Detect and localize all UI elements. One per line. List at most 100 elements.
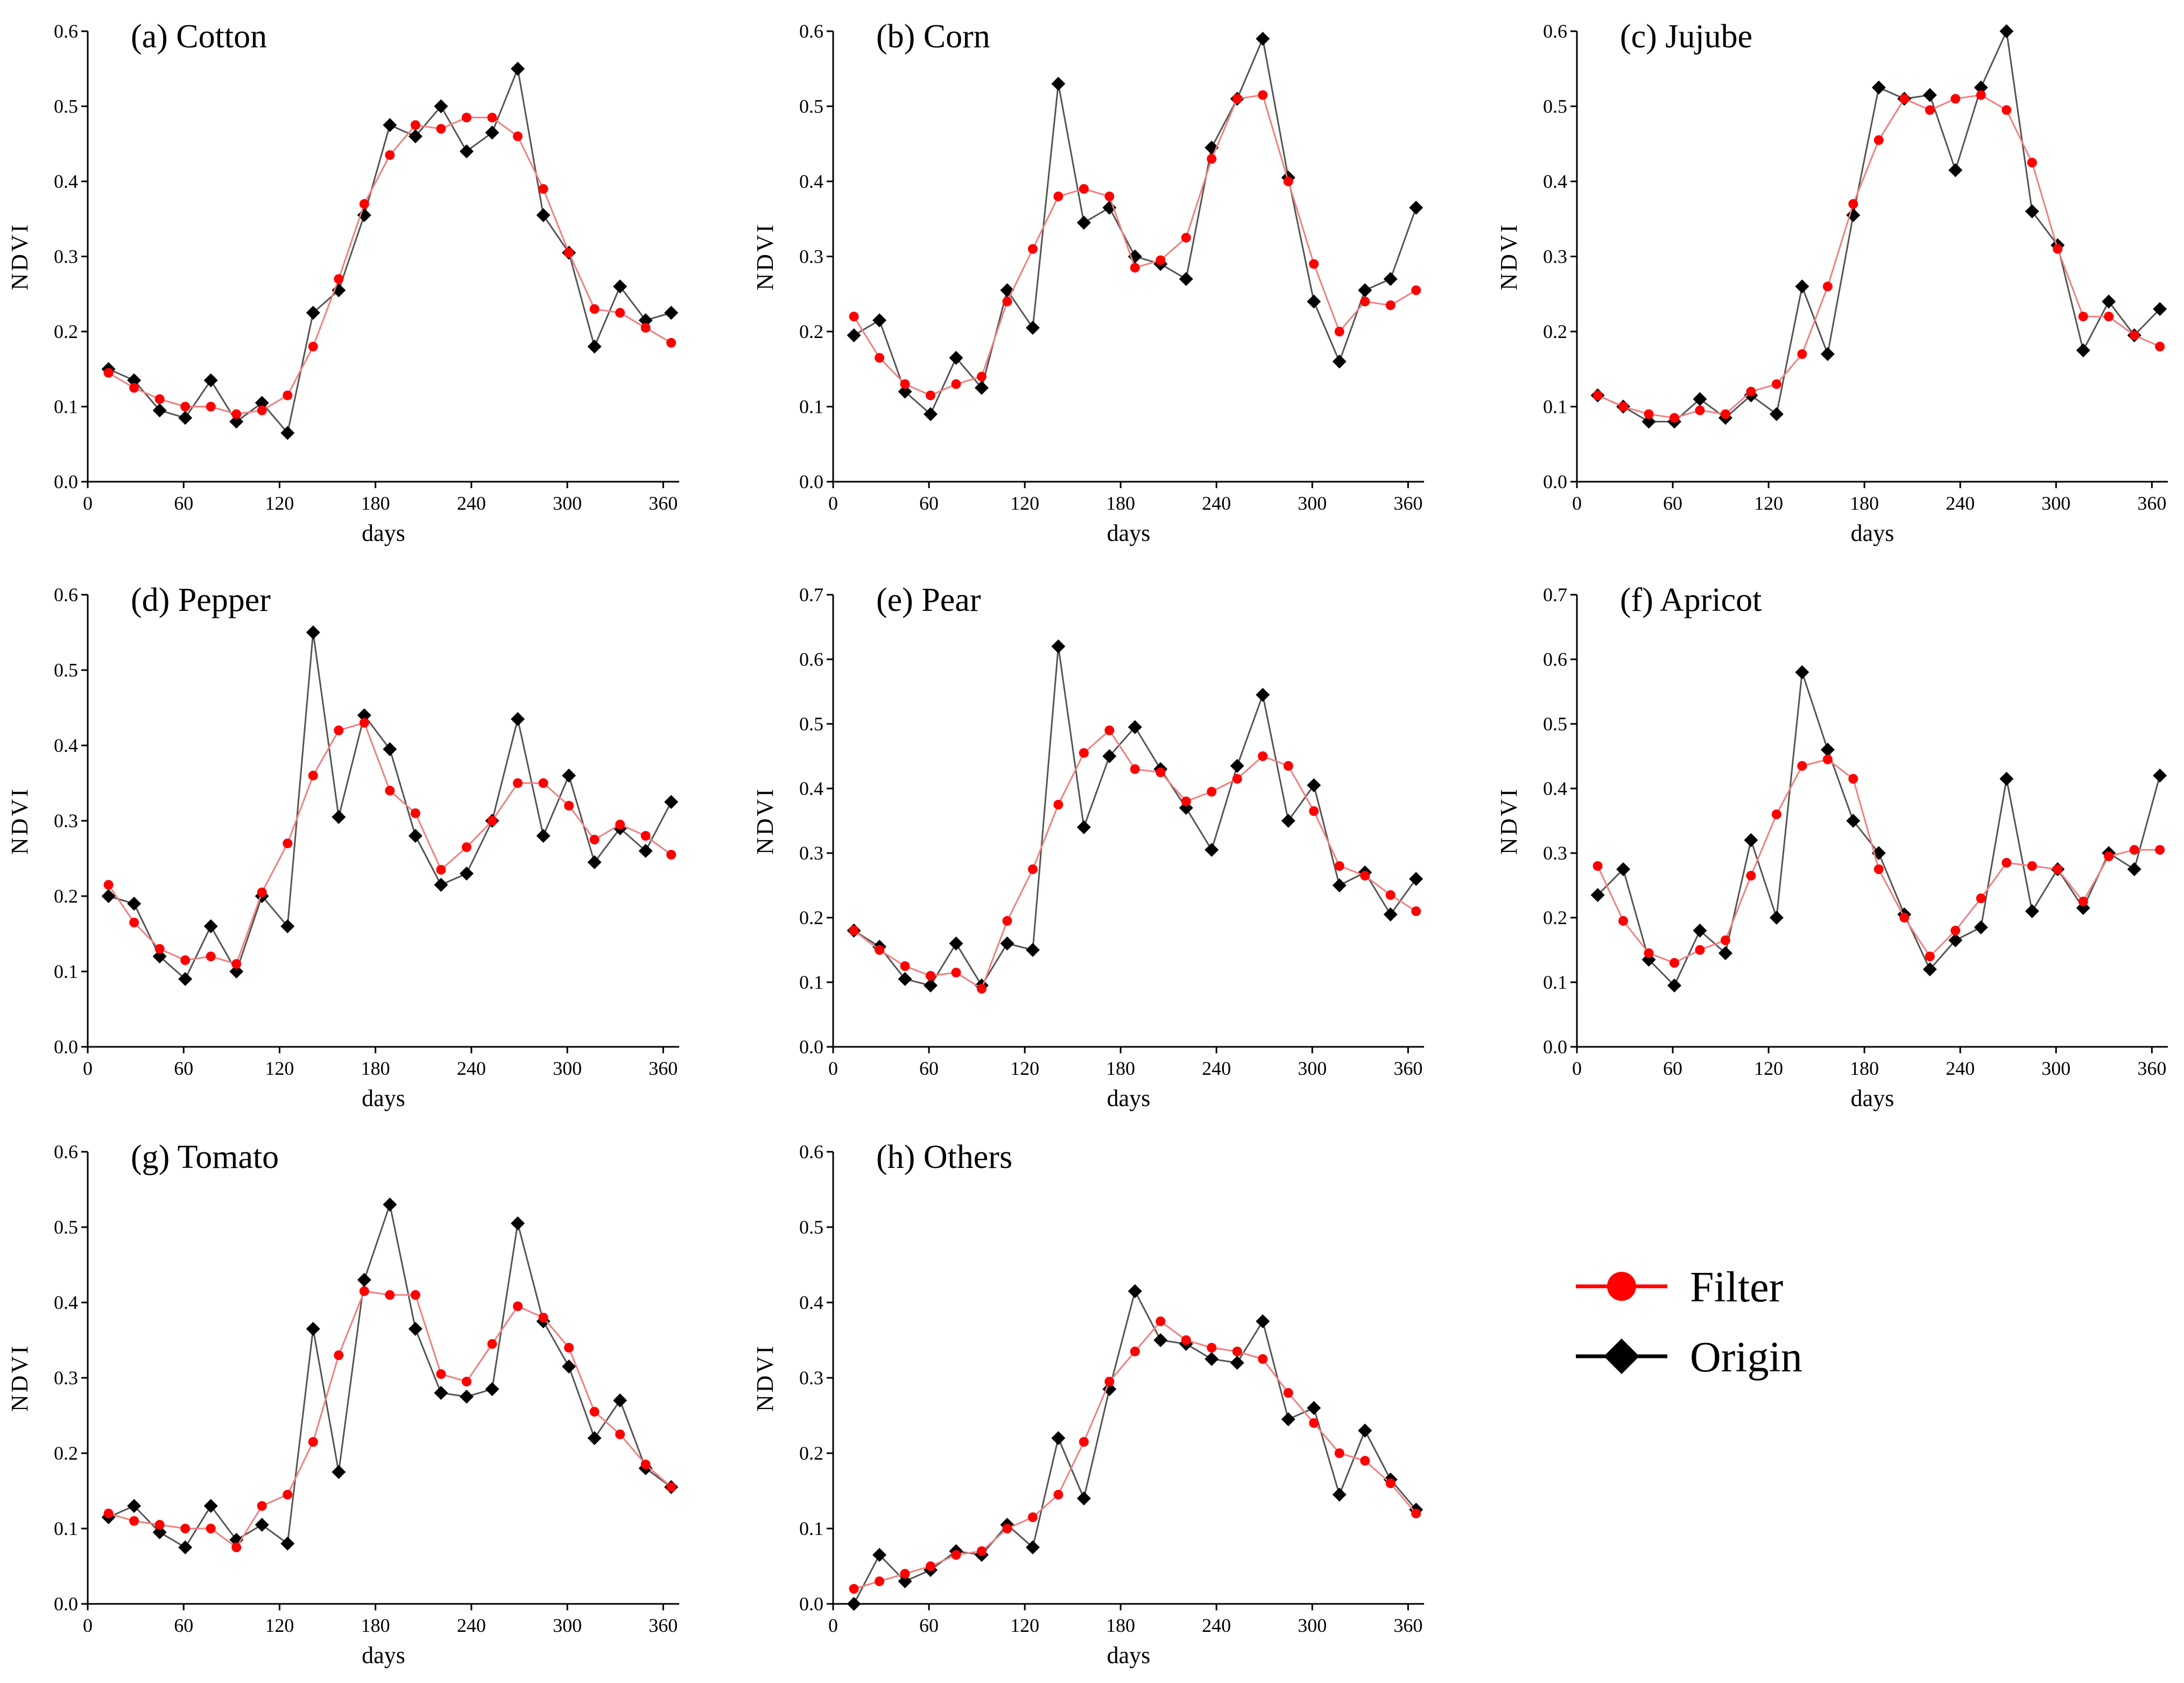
filter-point (666, 850, 677, 860)
origin-point (1076, 1491, 1091, 1505)
filter-point (1899, 913, 1910, 923)
origin-point (1846, 208, 1861, 222)
filter-point (334, 274, 344, 284)
panel-title: (g) Tomato (131, 1139, 279, 1175)
filter-point (103, 368, 114, 378)
filter-point (615, 308, 625, 318)
filter-point (1618, 916, 1629, 926)
filter-point (385, 786, 395, 795)
filter-point (1156, 1316, 1166, 1326)
x-tick-label: 60 (174, 1615, 193, 1636)
filter-point (2002, 858, 2012, 868)
filter-point (1873, 135, 1884, 145)
x-tick-label: 240 (457, 1615, 486, 1636)
origin-point (178, 972, 193, 986)
y-tick-label: 0.4 (799, 778, 823, 799)
filter-point (1976, 90, 1986, 100)
origin-point (1281, 814, 1295, 828)
x-tick-label: 60 (1663, 1058, 1682, 1079)
filter-point (2129, 845, 2139, 855)
filter-point (154, 1520, 165, 1530)
y-tick-label: 0.4 (54, 1292, 78, 1313)
origin-point (1076, 215, 1091, 230)
filter-point (1053, 191, 1063, 201)
filter-point (180, 1524, 191, 1533)
origin-point (1025, 1540, 1040, 1554)
panel-title: (c) Jujube (1620, 18, 1752, 55)
y-tick-label: 0.4 (799, 1292, 823, 1313)
origin-point (280, 919, 295, 933)
filter-point (513, 131, 523, 142)
filter-point (1593, 861, 1603, 871)
filter-point (1950, 926, 1961, 935)
filter-point (1334, 1448, 1344, 1458)
y-tick-label: 0.7 (799, 584, 823, 605)
filter-point (1411, 285, 1421, 295)
filter-point (2129, 330, 2139, 340)
origin-point (434, 1386, 448, 1400)
origin-point (587, 855, 602, 869)
filter-point (1027, 244, 1038, 254)
filter-point (1848, 199, 1858, 209)
filter-point (129, 383, 139, 393)
y-tick-label: 0.1 (799, 396, 823, 418)
filter-point (1411, 906, 1421, 916)
filter-point (1695, 945, 1705, 955)
filter-point (589, 1407, 600, 1417)
origin-point (511, 712, 525, 726)
origin-point (2153, 769, 2167, 783)
origin-series-line (108, 632, 672, 981)
filter-point (359, 1286, 369, 1296)
origin-point (1307, 1401, 1321, 1415)
y-tick-label: 0.4 (1543, 778, 1567, 799)
panel-title: (e) Pear (876, 582, 981, 618)
origin-point (638, 313, 653, 328)
origin-point (949, 350, 963, 365)
filter-point (2078, 897, 2088, 906)
y-tick-label: 0.4 (1543, 171, 1567, 192)
origin-point (664, 306, 679, 320)
x-axis-title: days (1107, 520, 1151, 546)
x-tick-label: 360 (1393, 1058, 1422, 1079)
filter-point (640, 831, 651, 841)
origin-series-line (853, 36, 1417, 416)
filter-point (640, 1460, 651, 1469)
origin-point (587, 1431, 602, 1445)
filter-point (231, 409, 242, 419)
origin-point (1051, 639, 1066, 653)
filter-point (1130, 1347, 1140, 1356)
y-tick-label: 0.2 (799, 1442, 823, 1464)
filter-point (1593, 390, 1603, 400)
filter-point (538, 778, 548, 788)
y-tick-label: 0.0 (54, 471, 78, 492)
origin-point (1846, 814, 1861, 828)
origin-point (1051, 1431, 1066, 1445)
origin-point (613, 1393, 628, 1407)
origin-point (2102, 294, 2116, 309)
filter-point (900, 379, 910, 389)
y-tick-label: 0.4 (54, 171, 78, 192)
filter-point (1411, 1509, 1421, 1518)
filter-point (2078, 312, 2088, 322)
filter-point (283, 1490, 293, 1499)
filter-point (2027, 158, 2037, 168)
panel-title: (a) Cotton (131, 18, 267, 55)
x-tick-label: 180 (1850, 492, 1879, 514)
y-tick-label: 0.5 (1543, 96, 1567, 117)
origin-point (152, 1525, 167, 1539)
filter-point (1950, 94, 1961, 104)
origin-point (1795, 279, 1809, 294)
y-axis-title: NDVI (1496, 787, 1522, 855)
origin-point (1974, 920, 1988, 934)
x-tick-label: 300 (1298, 492, 1327, 514)
origin-point (1667, 978, 1682, 992)
filter-point (615, 820, 625, 829)
y-tick-label: 0.3 (54, 810, 78, 832)
filter-point (1258, 1354, 1268, 1364)
y-tick-label: 0.5 (799, 1216, 823, 1238)
filter-point (1104, 726, 1115, 735)
filter-point (206, 402, 216, 412)
origin-point (203, 1499, 218, 1513)
origin-point (357, 708, 371, 722)
x-tick-label: 180 (1106, 492, 1135, 514)
